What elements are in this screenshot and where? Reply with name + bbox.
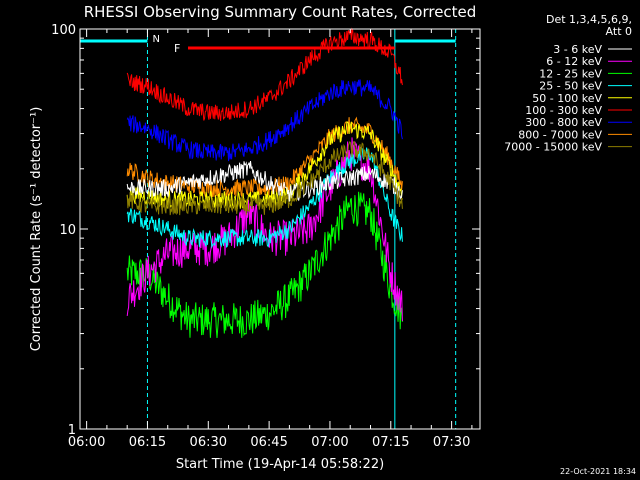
- footer-timestamp: 22-Oct-2021 18:34: [560, 467, 636, 476]
- y-tick-label-0: 1: [68, 423, 76, 438]
- x-tick-label-4: 07:00: [311, 435, 348, 450]
- series-line-8: [126, 140, 403, 216]
- series-line-1: [126, 137, 403, 322]
- y-tick-label-2: 100: [51, 23, 76, 38]
- legend-title-line-0: Det 1,3,4,5,6,9,: [546, 13, 632, 26]
- legend-label-8: 7000 - 15000 keV: [504, 141, 602, 154]
- legend-label-2: 12 - 25 keV: [539, 67, 602, 80]
- y-tick-label-1: 10: [59, 223, 76, 238]
- series-line-2: [126, 191, 403, 339]
- legend-title-line-1: Att 0: [606, 25, 632, 38]
- x-axis-label: Start Time (19-Apr-14 05:58:22): [176, 457, 384, 472]
- flare-flag: F: [174, 42, 395, 55]
- legend-label-3: 25 - 50 keV: [539, 80, 602, 93]
- series-line-6: [126, 79, 403, 162]
- y-axis-label: Corrected Count Rate (s⁻¹ detector⁻¹): [29, 107, 44, 352]
- x-axis: 06:00 06:15 06:30 06:45 07:00 07:15 07:30: [68, 29, 473, 450]
- legend-label-7: 800 - 7000 keV: [518, 128, 602, 141]
- x-tick-label-5: 07:15: [372, 435, 409, 450]
- legend-label-4: 50 - 100 keV: [532, 92, 602, 105]
- flare-label: F: [174, 42, 180, 55]
- series-line-3: [126, 147, 403, 249]
- x-tick-label-6: 07:30: [433, 435, 470, 450]
- legend-label-1: 6 - 12 keV: [546, 55, 602, 68]
- x-tick-label-2: 06:30: [190, 435, 227, 450]
- y-axis: 1 10 100: [51, 23, 480, 438]
- x-tick-label-3: 06:45: [250, 435, 287, 450]
- x-tick-label-0: 06:00: [68, 435, 105, 450]
- legend-label-6: 300 - 800 keV: [525, 116, 602, 129]
- legend-label-5: 100 - 300 keV: [525, 104, 602, 117]
- x-tick-label-1: 06:15: [129, 435, 166, 450]
- legend-label-0: 3 - 6 keV: [553, 43, 602, 56]
- series-line-5: [126, 27, 403, 121]
- chart-title: RHESSI Observing Summary Count Rates, Co…: [84, 3, 477, 21]
- night-label-0: N: [152, 34, 159, 45]
- series-line-7: [126, 116, 403, 198]
- series-group: [126, 27, 403, 339]
- series-line-0: [126, 161, 403, 202]
